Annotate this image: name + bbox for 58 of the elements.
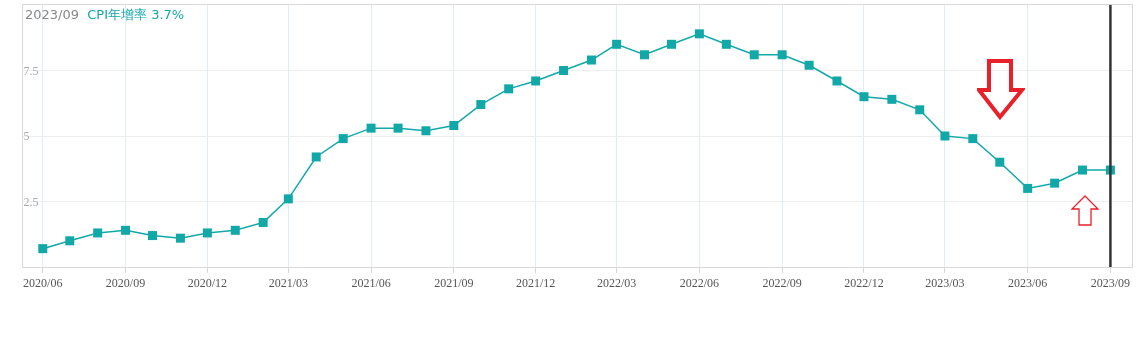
x-tick-label: 2022/06 <box>679 276 720 291</box>
point <box>65 236 75 246</box>
y-tick-label: 5 <box>23 129 30 144</box>
point <box>640 50 650 60</box>
point <box>1078 165 1088 175</box>
point <box>476 100 486 110</box>
point <box>749 50 759 60</box>
point <box>175 233 185 243</box>
point <box>968 134 978 144</box>
point <box>338 134 348 144</box>
point <box>504 84 514 94</box>
x-tick-label: 2022/03 <box>596 276 637 291</box>
point <box>859 92 869 102</box>
point <box>283 194 293 204</box>
point <box>531 76 541 86</box>
point <box>995 157 1005 167</box>
point <box>777 50 787 60</box>
y-tick-label: 2.5 <box>23 194 39 209</box>
point <box>258 217 268 227</box>
point <box>148 231 158 241</box>
point <box>666 39 676 49</box>
point <box>202 228 212 238</box>
point <box>940 131 950 141</box>
point <box>694 29 704 39</box>
point <box>559 66 569 75</box>
point <box>393 123 403 133</box>
point <box>93 228 103 238</box>
point <box>832 76 842 86</box>
point <box>1050 178 1060 188</box>
point <box>1023 183 1033 193</box>
x-tick-label: 2020/06 <box>23 276 63 291</box>
point <box>366 123 376 133</box>
point <box>121 225 131 235</box>
x-tick-label: 2021/06 <box>351 276 391 291</box>
x-tick-label: 2021/12 <box>516 276 556 291</box>
point <box>230 225 240 235</box>
x-tick-label: 2020/09 <box>105 276 146 291</box>
point <box>612 39 622 49</box>
point <box>721 39 731 49</box>
point <box>915 105 925 115</box>
point <box>311 152 321 162</box>
x-tick-label: 2021/09 <box>434 276 474 291</box>
chart-title: 2023/09 <box>25 7 80 22</box>
x-tick-label: 2022/12 <box>844 276 884 291</box>
point <box>449 121 459 131</box>
point <box>421 126 431 136</box>
point <box>38 244 48 254</box>
point <box>887 94 897 104</box>
x-tick-label: 2020/12 <box>187 276 228 291</box>
point <box>586 55 596 65</box>
y-tick-label: 7.5 <box>23 63 39 78</box>
x-tick-label: 2023/06 <box>1008 276 1048 291</box>
chart-subtitle: CPI年增率 3.7% <box>87 7 185 22</box>
point <box>804 60 814 70</box>
x-tick-label: 2021/03 <box>268 276 308 291</box>
x-tick-label: 2023/09 <box>1090 276 1131 291</box>
x-tick-label: 2022/09 <box>762 276 802 291</box>
x-tick-label: 2023/03 <box>925 276 965 291</box>
